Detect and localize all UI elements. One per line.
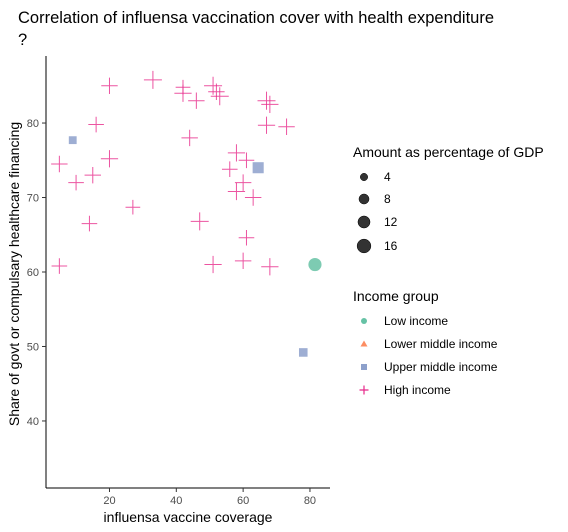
group-legend-label: Low income bbox=[384, 314, 448, 328]
data-point bbox=[143, 70, 162, 89]
data-point bbox=[261, 258, 279, 276]
size-legend-key bbox=[356, 238, 372, 254]
data-point bbox=[257, 91, 276, 110]
y-tick-label: 80 bbox=[27, 118, 39, 130]
group-legend-title: Income group bbox=[353, 288, 439, 304]
data-point bbox=[51, 258, 68, 274]
data-point bbox=[84, 166, 101, 184]
y-tick-label: 70 bbox=[27, 193, 39, 205]
data-point bbox=[68, 174, 84, 191]
data-point bbox=[208, 83, 225, 100]
size-legend-key bbox=[360, 173, 368, 181]
group-legend-label: Upper middle income bbox=[384, 360, 498, 374]
x-tick-label: 80 bbox=[304, 495, 316, 507]
data-point bbox=[261, 95, 279, 114]
data-point bbox=[100, 150, 119, 168]
data-point bbox=[308, 257, 322, 272]
data-point bbox=[51, 155, 68, 173]
data-point bbox=[257, 116, 276, 134]
chart-title: Correlation of influensa vaccination cov… bbox=[18, 9, 494, 27]
x-axis-title: influensa vaccine coverage bbox=[104, 509, 273, 525]
data-point bbox=[181, 129, 198, 147]
data-point bbox=[68, 136, 77, 145]
group-legend-label: High income bbox=[384, 383, 451, 397]
data-point bbox=[227, 182, 246, 201]
data-point bbox=[210, 87, 229, 106]
group-legend-key bbox=[360, 340, 368, 347]
chart-title: ? bbox=[18, 31, 27, 49]
data-point bbox=[190, 212, 209, 231]
data-point bbox=[278, 118, 295, 135]
size-legend-key bbox=[358, 193, 370, 205]
data-point bbox=[244, 189, 262, 206]
data-point bbox=[204, 255, 222, 274]
y-tick-label: 40 bbox=[27, 416, 39, 428]
size-legend-key bbox=[357, 215, 371, 229]
data-point bbox=[238, 152, 255, 169]
x-tick-label: 20 bbox=[103, 495, 115, 507]
size-legend-label: 16 bbox=[384, 239, 398, 253]
y-axis-title: Share of govt or compulsary healthcare f… bbox=[6, 122, 22, 426]
data-point bbox=[234, 252, 252, 270]
size-legend-title: Amount as percentage of GDP bbox=[353, 144, 544, 160]
data-point bbox=[88, 116, 104, 133]
size-legend-label: 12 bbox=[384, 215, 398, 229]
data-point bbox=[252, 162, 264, 174]
size-legend-label: 4 bbox=[384, 170, 391, 184]
x-tick-label: 40 bbox=[170, 495, 182, 507]
data-point bbox=[174, 84, 192, 102]
data-point bbox=[238, 229, 255, 246]
data-point bbox=[101, 77, 118, 95]
group-legend-label: Lower middle income bbox=[384, 337, 498, 351]
data-point bbox=[81, 215, 98, 232]
size-legend-label: 8 bbox=[384, 192, 391, 206]
group-legend-key bbox=[361, 318, 367, 324]
data-point bbox=[234, 174, 252, 191]
y-tick-label: 60 bbox=[27, 267, 39, 279]
y-tick-label: 50 bbox=[27, 341, 39, 353]
group-legend-key bbox=[361, 364, 367, 370]
x-tick-label: 60 bbox=[237, 495, 249, 507]
data-point bbox=[298, 348, 308, 357]
data-point bbox=[227, 144, 246, 162]
data-point bbox=[188, 92, 205, 109]
data-point bbox=[125, 199, 141, 215]
data-point bbox=[221, 161, 238, 178]
group-legend-key bbox=[359, 385, 369, 395]
